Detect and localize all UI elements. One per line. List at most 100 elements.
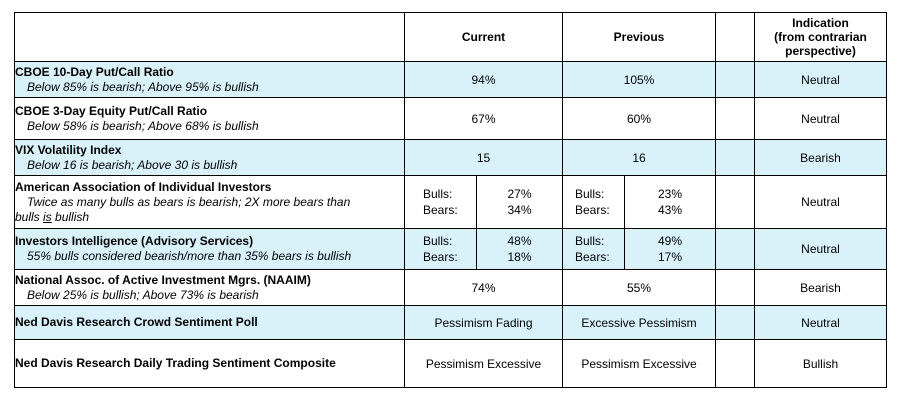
current-value: 15 — [404, 139, 563, 176]
current-value: Pessimism Excessive — [404, 339, 563, 388]
spacer-cell — [715, 228, 755, 270]
indicator-note: Below 85% is bearish; Above 95% is bulli… — [27, 79, 259, 94]
indicator-cell: CBOE 3-Day Equity Put/Call Ratio Below 5… — [14, 97, 405, 140]
spacer-cell — [715, 139, 755, 176]
bulls-label: Bulls: — [423, 187, 453, 201]
bears-label: Bears: — [575, 250, 610, 264]
header-indication-line1: Indication — [792, 16, 849, 30]
header-row: Current Previous Indication (from contra… — [14, 12, 887, 62]
sentiment-table: Current Previous Indication (from contra… — [14, 12, 887, 388]
indicator-cell: American Association of Individual Inves… — [14, 175, 405, 229]
current-value: 67% — [404, 97, 563, 140]
table-row: Investors Intelligence (Advisory Service… — [14, 228, 887, 270]
indicator-cell: National Assoc. of Active Investment Mgr… — [14, 269, 405, 306]
indicator-note: Below 58% is bearish; Above 68% is bulli… — [27, 118, 259, 133]
indicator-name: CBOE 10-Day Put/Call Ratio — [15, 64, 174, 79]
indicator-name: American Association of Individual Inves… — [15, 179, 272, 194]
spacer-cell — [715, 339, 755, 388]
spacer-cell — [715, 61, 755, 98]
current-split-cell: Bulls: Bears: 48% 18% — [404, 228, 563, 270]
bulls-bears-values: 23% 43% — [625, 176, 715, 228]
table-row: CBOE 10-Day Put/Call Ratio Below 85% is … — [14, 61, 887, 98]
previous-value: 105% — [562, 61, 716, 98]
indicator-cell: Ned Davis Research Crowd Sentiment Poll — [14, 305, 405, 340]
bears-label: Bears: — [423, 203, 458, 217]
indication-value: Bearish — [754, 139, 887, 176]
previous-value: 16 — [562, 139, 716, 176]
header-indication-line3: perspective) — [785, 44, 856, 58]
table-row: VIX Volatility Index Below 16 is bearish… — [14, 139, 887, 176]
bulls-bears-labels: Bulls: Bears: — [563, 176, 625, 228]
indication-value: Neutral — [754, 228, 887, 270]
table-row: CBOE 3-Day Equity Put/Call Ratio Below 5… — [14, 97, 887, 140]
bulls-label: Bulls: — [575, 187, 605, 201]
indicator-note: Below 25% is bullish; Above 73% is beari… — [27, 287, 259, 302]
indicator-note: 55% bulls considered bearish/more than 3… — [27, 249, 352, 263]
bears-label: Bears: — [575, 203, 610, 217]
indication-value: Bearish — [754, 269, 887, 306]
previous-value: Pessimism Excessive — [562, 339, 716, 388]
bears-label: Bears: — [423, 250, 458, 264]
indication-value: Bullish — [754, 339, 887, 388]
current-bulls: 48% — [507, 234, 532, 248]
indicator-name: Investors Intelligence (Advisory Service… — [15, 234, 254, 248]
indication-value: Neutral — [754, 305, 887, 340]
indicator-name: National Assoc. of Active Investment Mgr… — [15, 272, 311, 287]
previous-bears: 43% — [657, 203, 683, 217]
indicator-note-continued: bulls is bullish — [15, 210, 404, 225]
previous-value: 55% — [562, 269, 716, 306]
indicator-cell: VIX Volatility Index Below 16 is bearish… — [14, 139, 405, 176]
bulls-bears-labels: Bulls: Bears: — [405, 229, 477, 269]
header-label — [14, 12, 405, 62]
bulls-bears-values: 49% 17% — [625, 229, 715, 269]
previous-value: 60% — [562, 97, 716, 140]
current-bulls: 27% — [507, 187, 532, 201]
current-value: 74% — [404, 269, 563, 306]
bulls-bears-values: 27% 34% — [477, 176, 562, 228]
header-previous: Previous — [562, 12, 716, 62]
table-row: National Assoc. of Active Investment Mgr… — [14, 269, 887, 306]
current-value: 94% — [404, 61, 563, 98]
current-value: Pessimism Fading — [404, 305, 563, 340]
bulls-bears-labels: Bulls: Bears: — [405, 176, 477, 228]
header-indication-line2: (from contrarian — [774, 30, 867, 44]
header-indication: Indication (from contrarian perspective) — [754, 12, 887, 62]
bulls-label: Bulls: — [423, 234, 453, 248]
previous-split-cell: Bulls: Bears: 23% 43% — [562, 175, 716, 229]
indication-value: Neutral — [754, 175, 887, 229]
table-row: American Association of Individual Inves… — [14, 175, 887, 229]
previous-bears: 17% — [657, 250, 683, 264]
indication-value: Neutral — [754, 97, 887, 140]
note-part-b: bullish — [51, 209, 90, 224]
indicator-cell: Ned Davis Research Daily Trading Sentime… — [14, 339, 405, 388]
note-part-underlined: is — [43, 209, 52, 224]
previous-bulls: 49% — [657, 234, 683, 248]
current-bears: 18% — [507, 250, 532, 264]
bulls-bears-values: 48% 18% — [477, 229, 562, 269]
indication-value: Neutral — [754, 61, 887, 98]
indicator-cell: CBOE 10-Day Put/Call Ratio Below 85% is … — [14, 61, 405, 98]
indicator-note: Below 16 is bearish; Above 30 is bullish — [27, 157, 238, 172]
spacer-cell — [715, 269, 755, 306]
bulls-bears-labels: Bulls: Bears: — [563, 229, 625, 269]
indicator-name: Ned Davis Research Daily Trading Sentime… — [15, 356, 336, 370]
table-row: Ned Davis Research Daily Trading Sentime… — [14, 339, 887, 388]
indicator-name: VIX Volatility Index — [15, 142, 122, 157]
header-current: Current — [404, 12, 563, 62]
indicator-cell: Investors Intelligence (Advisory Service… — [14, 228, 405, 270]
current-split-cell: Bulls: Bears: 27% 34% — [404, 175, 563, 229]
previous-bulls: 23% — [657, 187, 683, 201]
spacer-cell — [715, 305, 755, 340]
spacer-cell — [715, 175, 755, 229]
current-bears: 34% — [507, 203, 532, 217]
indicator-name: CBOE 3-Day Equity Put/Call Ratio — [15, 103, 208, 118]
indicator-note: Twice as many bulls as bears is bearish;… — [27, 194, 351, 209]
table-row: Ned Davis Research Crowd Sentiment Poll … — [14, 305, 887, 340]
header-blank — [715, 12, 755, 62]
bulls-label: Bulls: — [575, 234, 605, 248]
spacer-cell — [715, 97, 755, 140]
previous-value: Excessive Pessimism — [562, 305, 716, 340]
previous-split-cell: Bulls: Bears: 49% 17% — [562, 228, 716, 270]
indicator-name: Ned Davis Research Crowd Sentiment Poll — [15, 315, 258, 329]
note-part-a: bulls — [15, 209, 44, 224]
